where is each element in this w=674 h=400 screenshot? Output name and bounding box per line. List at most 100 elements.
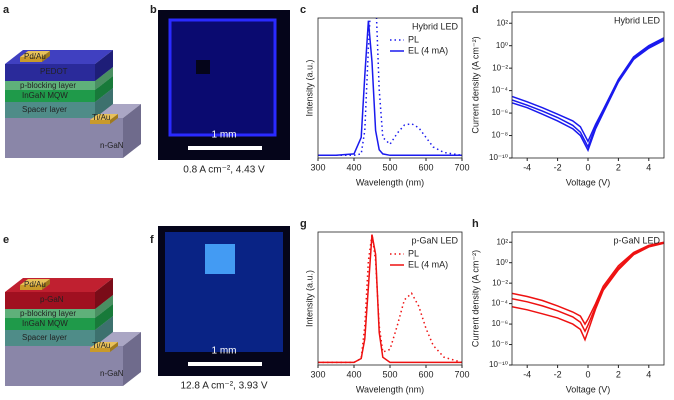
layer-side xyxy=(42,279,50,290)
x-axis-label: Wavelength (nm) xyxy=(356,177,424,187)
layer-side xyxy=(110,114,118,124)
scale-label: 1 mm xyxy=(212,130,237,141)
x-tick-label: -4 xyxy=(523,369,531,379)
layer-front xyxy=(5,102,95,118)
layer-front xyxy=(5,309,95,318)
layer-label: Pd/Au xyxy=(24,52,46,61)
layer-label: InGaN MQW xyxy=(22,91,68,100)
layer-front xyxy=(5,346,123,386)
y-tick-label: 10² xyxy=(496,18,508,27)
layer-front xyxy=(5,318,95,330)
layer-label: Spacer layer xyxy=(22,105,67,114)
panel-label: g xyxy=(300,218,307,230)
chart-title: p-GaN LED xyxy=(411,235,458,245)
x-tick-label: 300 xyxy=(310,369,325,379)
y-axis-label: Intensity (a.u.) xyxy=(304,59,314,116)
legend-label: EL (4 mA) xyxy=(408,259,448,269)
layer-top xyxy=(20,51,50,57)
y-tick-label: 10⁻² xyxy=(492,63,508,72)
plot-frame xyxy=(317,17,463,159)
y-tick-label: 10⁻⁸ xyxy=(492,340,509,349)
panel-label: c xyxy=(300,4,306,16)
y-tick-label: 10⁻¹⁰ xyxy=(489,153,508,162)
plot-frame xyxy=(511,11,665,159)
y-axis-label: Intensity (a.u.) xyxy=(304,270,314,327)
x-tick-label: 300 xyxy=(310,162,325,172)
layer-label: InGaN MQW xyxy=(22,319,68,328)
layer-label: n-GaN xyxy=(100,141,124,150)
panel-label: b xyxy=(150,4,157,16)
layer-top xyxy=(90,342,118,348)
x-tick-label: -2 xyxy=(554,162,562,172)
layer-side xyxy=(95,76,113,102)
panel-label: a xyxy=(3,4,10,16)
x-axis-label: Wavelength (nm) xyxy=(356,384,424,394)
layer-side xyxy=(123,332,141,386)
series-line xyxy=(318,20,462,157)
x-axis-label: Voltage (V) xyxy=(566,177,611,187)
photo-caption: 0.8 A cm⁻², 4.43 V xyxy=(183,165,265,176)
layer-side xyxy=(95,67,113,90)
x-tick-label: 4 xyxy=(646,369,651,379)
legend-label: EL (4 mA) xyxy=(408,45,448,55)
layer-front xyxy=(90,348,110,352)
panel-label: h xyxy=(472,218,479,230)
layer-front xyxy=(5,118,123,158)
layer-side xyxy=(95,316,113,346)
layer-front xyxy=(5,330,95,346)
layer-side xyxy=(95,295,113,318)
panel-label: d xyxy=(472,4,479,16)
layer-label: Spacer layer xyxy=(22,333,67,342)
layer-side xyxy=(95,278,113,309)
x-tick-label: 0 xyxy=(585,369,590,379)
panel-label: f xyxy=(150,234,154,246)
x-tick-label: 700 xyxy=(454,369,469,379)
y-axis-label: Current density (A cm⁻²) xyxy=(470,36,480,133)
layer-side xyxy=(42,51,50,62)
legend-label: PL xyxy=(408,34,419,44)
layer-label: Ti/Au xyxy=(92,113,110,122)
layer-front xyxy=(5,292,95,309)
layer-front xyxy=(5,64,95,81)
series-line xyxy=(512,242,664,342)
layer-front xyxy=(20,285,42,290)
x-tick-label: 2 xyxy=(616,162,621,172)
plot-frame xyxy=(317,231,463,366)
layer-front xyxy=(90,120,110,124)
layer-label: n-GaN xyxy=(100,369,124,378)
y-tick-label: 10⁻² xyxy=(492,278,508,287)
y-tick-label: 10⁻⁶ xyxy=(492,319,508,328)
layer-label: p-blocking layer xyxy=(20,81,76,90)
layer-label: p-GaN xyxy=(40,295,64,304)
x-tick-label: -4 xyxy=(523,162,531,172)
plot-frame xyxy=(511,231,665,366)
layer-front xyxy=(20,57,42,62)
series-line xyxy=(512,38,664,149)
layer-label: Pd/Au xyxy=(24,280,46,289)
y-tick-label: 10⁻⁸ xyxy=(492,131,509,140)
y-axis-label: Current density (A cm⁻²) xyxy=(470,250,480,347)
photo-caption: 12.8 A cm⁻², 3.93 V xyxy=(181,381,268,392)
layer-side xyxy=(110,342,118,352)
layer-side xyxy=(123,104,141,158)
x-tick-label: 700 xyxy=(454,162,469,172)
layer-side xyxy=(95,88,113,118)
x-tick-label: -2 xyxy=(554,369,562,379)
glow xyxy=(196,60,210,74)
layer-side xyxy=(95,50,113,81)
x-tick-label: 400 xyxy=(346,369,361,379)
x-tick-label: 0 xyxy=(585,162,590,172)
y-tick-label: 10² xyxy=(496,237,508,246)
y-tick-label: 10⁻⁶ xyxy=(492,108,508,117)
layer-label: p-blocking layer xyxy=(20,309,76,318)
chart-title: Hybrid LED xyxy=(412,21,459,31)
x-axis-label: Voltage (V) xyxy=(566,384,611,394)
y-tick-label: 10⁻¹⁰ xyxy=(489,360,508,369)
layer-front xyxy=(5,90,95,102)
x-tick-label: 500 xyxy=(382,369,397,379)
layer-label: Ti/Au xyxy=(92,341,110,350)
x-tick-label: 400 xyxy=(346,162,361,172)
y-tick-label: 10⁰ xyxy=(496,41,508,50)
glow xyxy=(168,18,277,137)
